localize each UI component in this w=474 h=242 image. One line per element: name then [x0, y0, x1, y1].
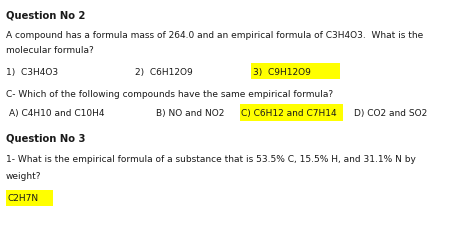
Text: 3)  C9H12O9: 3) C9H12O9 [253, 68, 310, 77]
Text: C) C6H12 and C7H14: C) C6H12 and C7H14 [241, 109, 337, 118]
FancyBboxPatch shape [6, 190, 53, 206]
Text: 2)  C6H12O9: 2) C6H12O9 [135, 68, 193, 77]
FancyBboxPatch shape [251, 63, 340, 79]
Text: Question No 2: Question No 2 [6, 10, 85, 20]
Text: B) NO and NO2: B) NO and NO2 [156, 109, 225, 118]
Text: weight?: weight? [6, 172, 41, 181]
Text: Question No 3: Question No 3 [6, 133, 85, 144]
Text: A compound has a formula mass of 264.0 and an empirical formula of C3H4O3.  What: A compound has a formula mass of 264.0 a… [6, 30, 423, 40]
FancyBboxPatch shape [240, 104, 343, 121]
Text: C2H7N: C2H7N [7, 194, 38, 204]
Text: A) C4H10 and C10H4: A) C4H10 and C10H4 [9, 109, 105, 118]
Text: D) CO2 and SO2: D) CO2 and SO2 [354, 109, 427, 118]
Text: 1- What is the empirical formula of a substance that is 53.5% C, 15.5% H, and 31: 1- What is the empirical formula of a su… [6, 155, 416, 164]
Text: 1)  C3H4O3: 1) C3H4O3 [6, 68, 58, 77]
Text: molecular formula?: molecular formula? [6, 45, 93, 55]
Text: C- Which of the following compounds have the same empirical formula?: C- Which of the following compounds have… [6, 90, 333, 99]
